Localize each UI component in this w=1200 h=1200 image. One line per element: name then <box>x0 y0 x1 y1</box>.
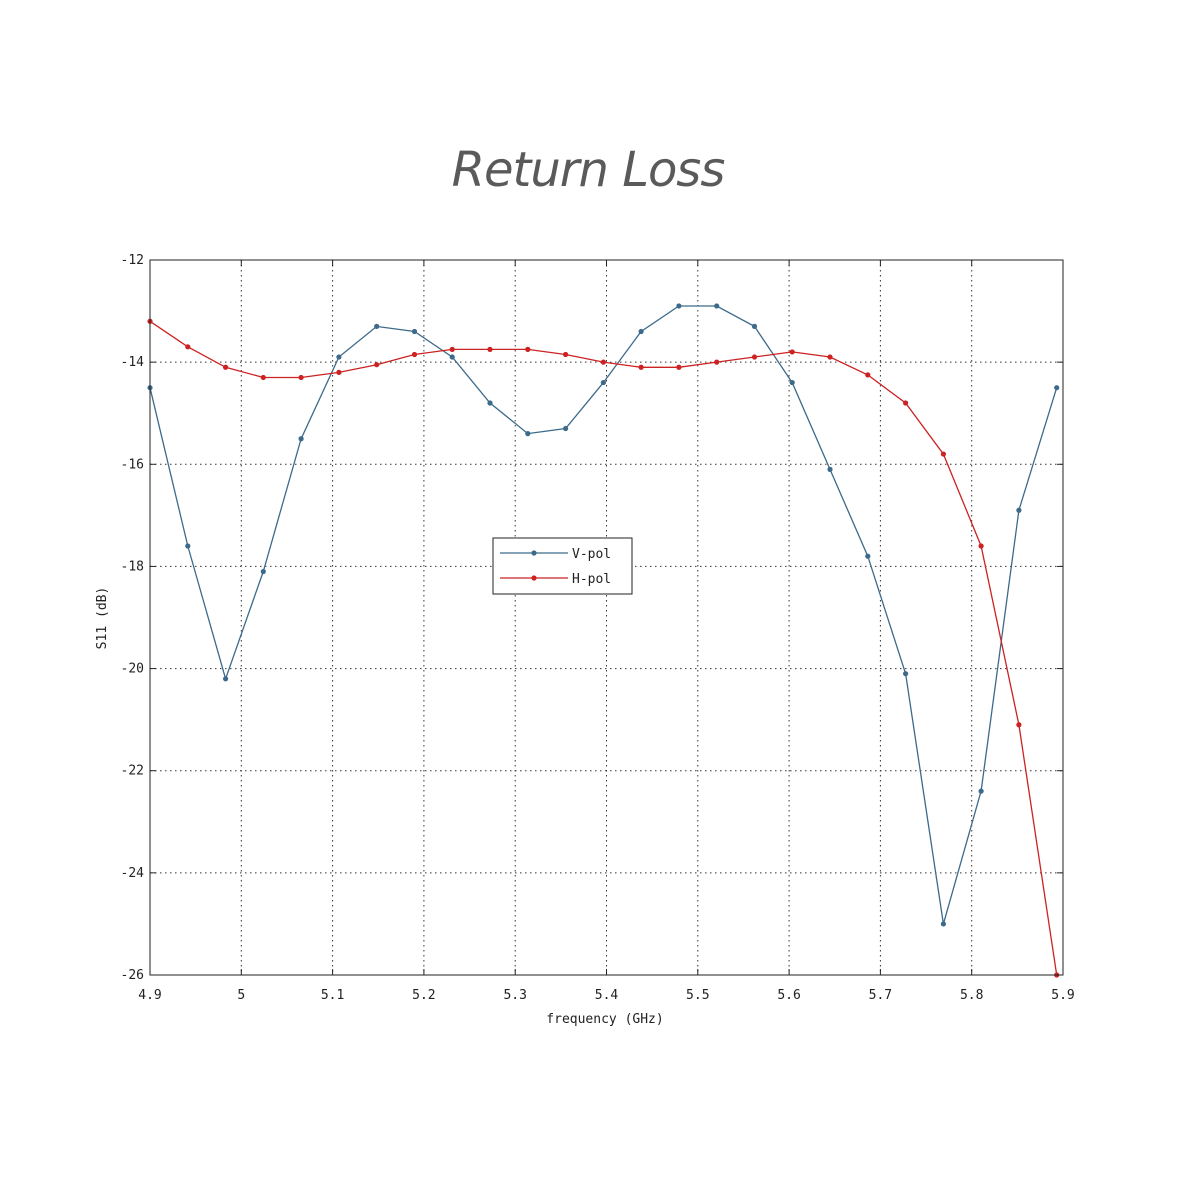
x-tick-label: 5.8 <box>960 988 983 1003</box>
data-point-v-pol <box>260 568 266 575</box>
legend-box <box>492 537 633 595</box>
data-point-v-pol <box>185 543 191 549</box>
data-point-v-pol <box>751 323 758 329</box>
data-point-v-pol <box>222 676 229 682</box>
data-point-v-pol <box>940 921 946 927</box>
y-tick-label: -20 <box>121 662 144 677</box>
data-point-v-pol <box>827 466 833 472</box>
data-point-h-pol <box>374 362 380 368</box>
legend-label-h-pol: H-pol <box>572 572 611 587</box>
series-line-v-pol <box>149 305 1058 925</box>
data-point-h-pol <box>638 364 644 370</box>
data-point-h-pol <box>487 346 493 352</box>
y-tick-label: -14 <box>121 355 145 370</box>
y-tick-label: -18 <box>121 559 144 574</box>
y-tick-label: -16 <box>121 457 144 472</box>
data-point-h-pol <box>940 451 946 457</box>
data-point-h-pol <box>827 354 833 360</box>
data-point-v-pol <box>902 671 909 677</box>
data-point-h-pol <box>600 359 606 365</box>
data-point-v-pol <box>638 328 644 335</box>
y-tick-label: -12 <box>121 253 144 268</box>
data-point-h-pol <box>865 372 871 378</box>
chart-title: Return Loss <box>451 142 726 198</box>
data-point-v-pol <box>449 354 455 360</box>
x-tick-label: 5.4 <box>595 988 619 1003</box>
x-tick-label: 5 <box>237 988 245 1003</box>
data-point-v-pol <box>1016 507 1022 513</box>
data-point-h-pol <box>676 364 682 370</box>
data-point-h-pol <box>298 374 304 381</box>
legend-label-v-pol: V-pol <box>572 547 611 562</box>
series-h-pol <box>147 318 1060 978</box>
y-axis-label: S11 (dB) <box>95 587 110 650</box>
x-tick-label: 5.7 <box>869 988 892 1003</box>
series-v-pol <box>147 303 1060 927</box>
data-point-h-pol <box>902 400 909 406</box>
x-tick-label: 5.3 <box>503 988 526 1003</box>
data-point-h-pol <box>562 351 569 358</box>
data-point-h-pol <box>185 344 191 350</box>
legend-marker-h-pol <box>531 575 537 581</box>
data-point-h-pol <box>751 354 758 360</box>
data-point-h-pol <box>714 359 720 365</box>
series-line-h-pol <box>149 320 1058 976</box>
y-tick-labels: -12 -14 -16 -18 -20 -22 -24 -26 <box>121 253 145 983</box>
x-tick-label: 4.9 <box>138 988 161 1003</box>
y-tick-label: -26 <box>121 968 144 983</box>
data-point-h-pol <box>449 346 455 352</box>
data-point-h-pol <box>525 346 531 352</box>
x-axis-label: frequency (GHz) <box>546 1012 663 1027</box>
data-point-h-pol <box>411 351 418 358</box>
x-tick-labels: 4.9 5 5.1 5.2 5.3 5.4 5.5 5.6 5.7 5.8 5.9 <box>138 988 1074 1003</box>
plot-frame <box>149 259 1064 976</box>
data-point-v-pol <box>562 425 569 432</box>
data-point-v-pol <box>676 303 682 309</box>
data-point-v-pol <box>374 323 380 329</box>
data-point-v-pol <box>411 328 418 335</box>
data-point-h-pol <box>336 369 342 375</box>
y-tick-label: -24 <box>121 866 145 881</box>
data-point-h-pol <box>978 543 984 549</box>
x-tick-label: 5.6 <box>777 988 800 1003</box>
x-tick-label: 5.2 <box>412 988 435 1003</box>
data-point-h-pol <box>789 349 795 355</box>
data-point-v-pol <box>525 431 531 437</box>
data-point-v-pol <box>865 553 871 559</box>
data-point-v-pol <box>336 354 342 360</box>
data-point-v-pol <box>600 379 606 386</box>
data-point-h-pol <box>1016 722 1022 728</box>
data-point-h-pol <box>222 364 229 370</box>
series-layer <box>147 303 1060 978</box>
data-point-v-pol <box>298 436 304 442</box>
legend-marker-v-pol <box>531 550 537 556</box>
grid <box>149 259 1064 976</box>
data-point-h-pol <box>260 374 266 381</box>
x-tick-label: 5.5 <box>686 988 709 1003</box>
data-point-v-pol <box>714 303 720 309</box>
x-tick-label: 5.1 <box>321 988 344 1003</box>
y-tick-label: -22 <box>121 764 144 779</box>
data-point-v-pol <box>487 400 493 406</box>
legend: V-pol H-pol <box>492 537 633 595</box>
data-point-v-pol <box>1054 385 1060 391</box>
x-tick-label: 5.9 <box>1051 988 1074 1003</box>
data-point-v-pol <box>789 379 795 386</box>
data-point-v-pol <box>978 788 984 794</box>
